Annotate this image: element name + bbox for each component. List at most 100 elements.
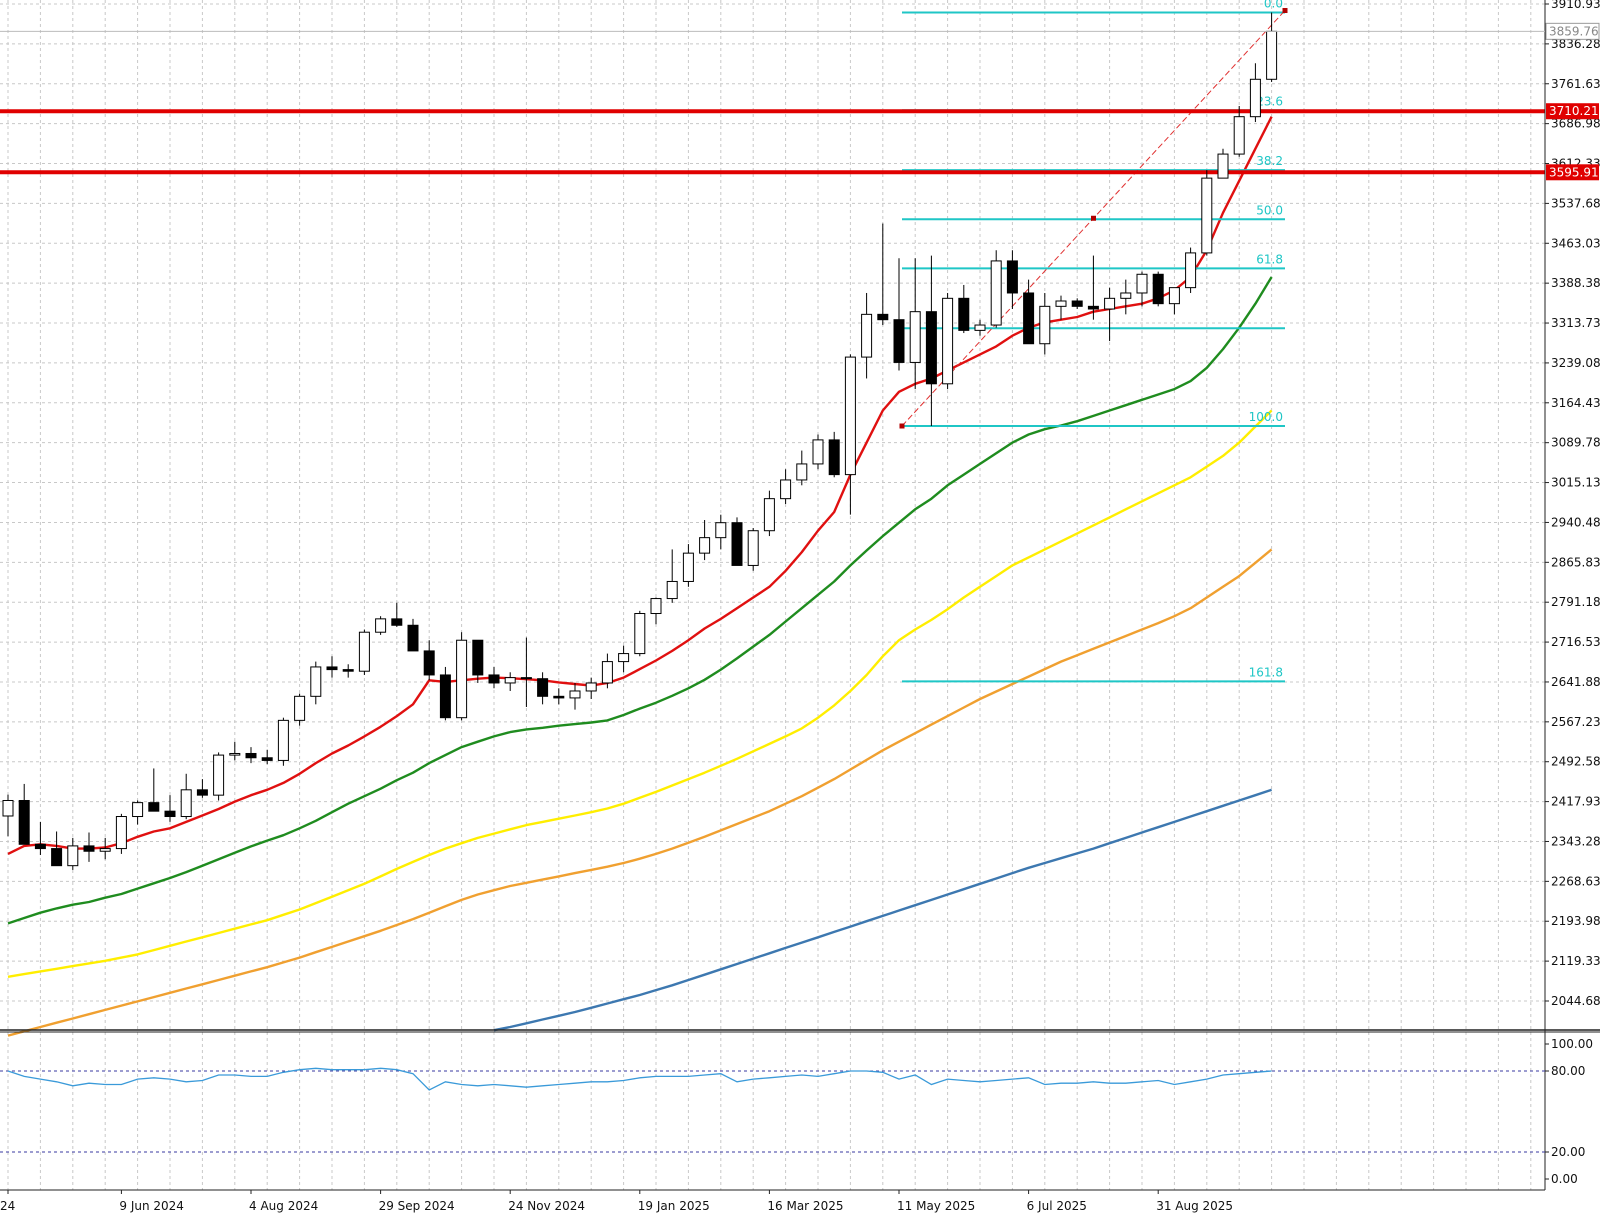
candle [34, 821, 46, 855]
moving-average-line-5 [493, 788, 1272, 1032]
fib-level-label: 100.0 [1249, 410, 1283, 424]
price-axis-label: 2417.93 [1551, 795, 1600, 809]
candle [1249, 63, 1261, 123]
candle-body [877, 313, 889, 321]
candle [618, 645, 630, 673]
candle-body [83, 845, 95, 852]
candle-body [1006, 260, 1018, 294]
candle-body [488, 674, 500, 684]
candle [423, 640, 435, 681]
candle-body [1201, 177, 1213, 254]
candle-body [261, 757, 273, 761]
candle [504, 672, 516, 691]
candle [1039, 292, 1051, 355]
candle-body [861, 313, 873, 358]
candle-body [439, 674, 451, 719]
candle-body [682, 552, 694, 582]
candle-body [67, 845, 79, 867]
panel-frames [0, 0, 1600, 1191]
fib-level-label: 0.0 [1264, 0, 1283, 11]
fib-level-label: 50.0 [1256, 203, 1283, 217]
candle [375, 616, 387, 635]
candle-body [132, 802, 144, 818]
candle [666, 549, 678, 603]
level-price-label: 3710.21 [1549, 104, 1599, 118]
candle-body [1185, 252, 1197, 289]
candle [164, 795, 176, 822]
candle-body [942, 297, 954, 385]
candle [407, 618, 419, 652]
candle-body [747, 530, 759, 566]
oscillator-panel: 100.00 80.00 20.00 0.00 [0, 1037, 1593, 1186]
price-axis-label: 2492.58 [1551, 755, 1600, 769]
candle [796, 450, 808, 486]
candle-body [601, 661, 613, 684]
candle [391, 602, 403, 627]
price-axis-label: 2343.28 [1551, 834, 1600, 848]
candle [342, 664, 354, 678]
candle-body [164, 810, 176, 818]
candle [812, 434, 824, 470]
candle [537, 672, 549, 705]
price-axis-label: 3686.98 [1551, 117, 1600, 131]
price-axis-label: 3910.93 [1551, 0, 1600, 11]
candle-body [504, 677, 516, 684]
candle [83, 832, 95, 862]
candle [1023, 279, 1035, 345]
price-axis-label: 2193.98 [1551, 914, 1600, 928]
candlesticks [2, 12, 1278, 870]
candle-body [342, 669, 354, 672]
candle [828, 431, 840, 478]
candle-body [1266, 30, 1278, 80]
price-axis-label: 3239.08 [1551, 356, 1600, 370]
candle [877, 223, 889, 326]
candle [310, 661, 322, 705]
candle-body [828, 439, 840, 476]
candle [780, 469, 792, 504]
candle [488, 666, 500, 689]
moving-average-line-4 [7, 548, 1273, 1037]
candle [861, 292, 873, 379]
candle-body [310, 666, 322, 697]
candle [569, 682, 581, 710]
time-axis: 24 9 Jun 2024 4 Aug 2024 29 Sep 2024 24 Nov … [0, 1190, 1233, 1213]
oscillator-line [7, 1067, 1272, 1091]
price-axis-label: 3089.78 [1551, 436, 1600, 450]
price-axis-label: 2567.23 [1551, 715, 1600, 729]
moving-averages [7, 116, 1273, 1037]
candle [682, 544, 694, 587]
candle [196, 779, 208, 798]
level-price-label: 3595.91 [1549, 165, 1599, 179]
candle [326, 656, 338, 678]
candle-body [1168, 287, 1180, 305]
candle [67, 837, 79, 870]
candle-body [780, 479, 792, 500]
candle [1120, 279, 1132, 315]
candle [213, 752, 225, 801]
candle-body [472, 639, 484, 676]
price-axis-label: 2791.18 [1551, 595, 1600, 609]
moving-average-line-1 [7, 116, 1273, 855]
grid [0, 0, 1545, 1190]
candle-body [844, 356, 856, 476]
candle [585, 677, 597, 699]
candle-body [974, 324, 986, 331]
candle-body [326, 666, 338, 671]
candle-body [196, 789, 208, 796]
candle-body [650, 598, 662, 615]
horizontal-levels[interactable] [0, 109, 1545, 175]
candle-body [1233, 116, 1245, 155]
candle [1055, 295, 1067, 320]
price-axis-label: 3463.03 [1551, 236, 1600, 250]
candle-body [423, 650, 435, 676]
price-axis-label: 3836.28 [1551, 37, 1600, 51]
candle-body [909, 311, 921, 363]
candle-body [925, 311, 937, 385]
candle [1071, 298, 1083, 310]
candle-body [634, 613, 646, 655]
candle-body [1120, 292, 1132, 299]
price-axis-label: 2268.63 [1551, 874, 1600, 888]
candle-body [391, 618, 403, 626]
candle [942, 292, 954, 390]
